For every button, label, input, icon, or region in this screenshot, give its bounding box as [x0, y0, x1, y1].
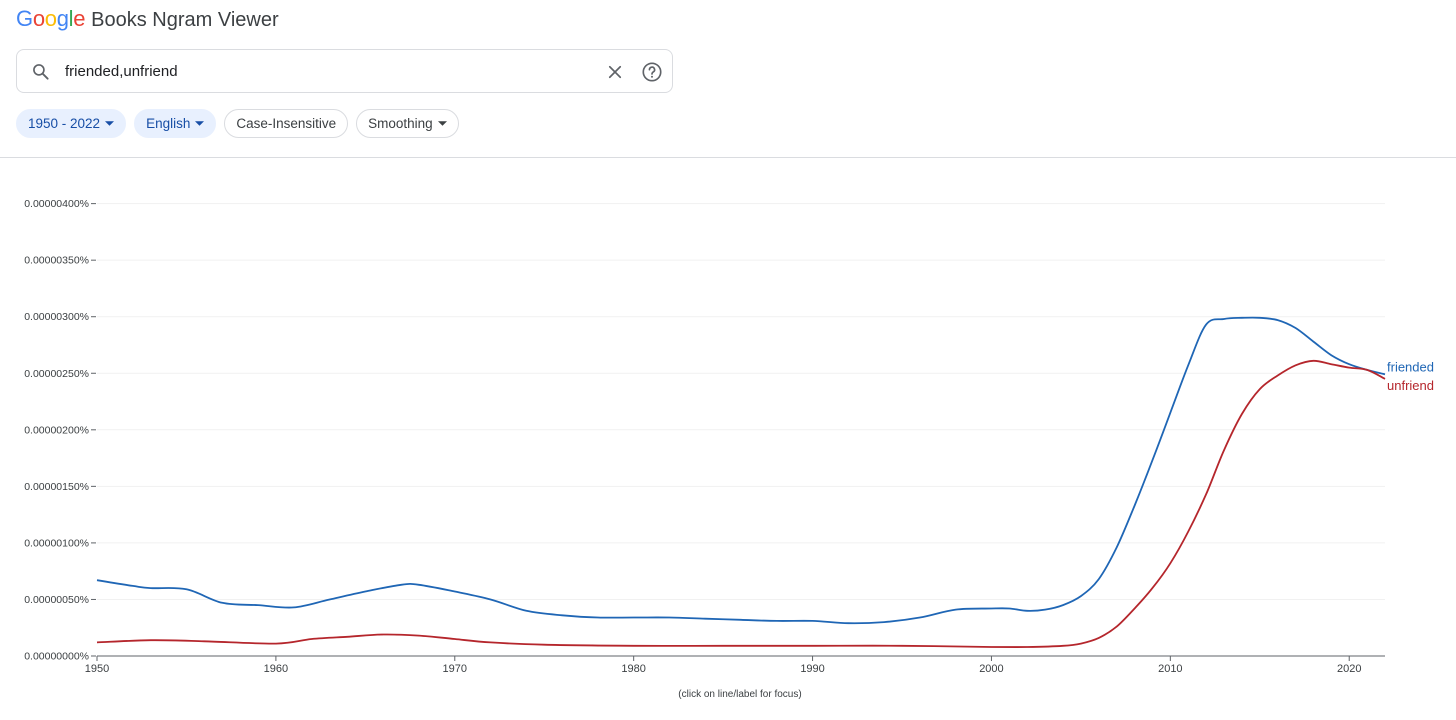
case-insensitive-label: Case-Insensitive — [236, 116, 337, 131]
ngram-chart: 0.00000000% 0.00000050% 0.00000100% 0.00000… — [24, 198, 1434, 700]
corpus-label: English — [146, 116, 191, 131]
chart-note: (click on line/label for focus) — [678, 689, 801, 700]
logo-letter: o — [44, 6, 57, 31]
x-tick-label: 1970 — [443, 663, 467, 675]
series-line-unfriend[interactable] — [96, 359, 1386, 648]
y-tick-label: 0.00000200% — [24, 424, 89, 436]
y-tick-label: 0.00000050% — [24, 594, 89, 606]
app-title: Books Ngram Viewer — [91, 9, 279, 31]
x-tick-label: 2020 — [1337, 663, 1361, 675]
x-tick-label: 1980 — [621, 663, 645, 675]
y-tick-label: 0.00000100% — [24, 537, 89, 549]
search-icon[interactable] — [31, 62, 51, 82]
series-label-friended[interactable]: friended — [1387, 359, 1434, 374]
year-range-label: 1950 - 2022 — [28, 116, 101, 131]
y-tick-label: 0.00000150% — [24, 481, 89, 493]
caret-down-icon — [105, 121, 115, 126]
x-tick-label: 1990 — [800, 663, 824, 675]
smoothing-label: Smoothing — [368, 116, 433, 131]
filter-chips: 1950 - 2022 English Case-Insensitive Smo… — [16, 109, 459, 138]
x-tick-label: 2000 — [979, 663, 1003, 675]
google-logo[interactable]: Google — [16, 6, 85, 32]
x-tick-label: 1960 — [264, 663, 288, 675]
series-label-unfriend[interactable]: unfriend — [1387, 378, 1434, 393]
smoothing-dropdown[interactable]: Smoothing — [356, 109, 459, 138]
header-divider — [0, 157, 1456, 158]
x-axis: 1950 1960 1970 1980 1990 2000 2010 2020 — [85, 655, 1385, 675]
corpus-dropdown[interactable]: English — [134, 109, 217, 138]
case-insensitive-toggle[interactable]: Case-Insensitive — [224, 109, 349, 138]
y-tick-label: 0.00000000% — [24, 651, 89, 663]
logo-letter: e — [73, 6, 86, 31]
caret-down-icon — [437, 121, 447, 126]
y-tick-label: 0.00000250% — [24, 368, 89, 380]
x-tick-label: 2010 — [1158, 663, 1182, 675]
search-input[interactable] — [65, 58, 585, 84]
logo-letter: G — [16, 6, 33, 31]
search-box — [16, 49, 673, 93]
series-labels: friended unfriend — [1387, 359, 1434, 393]
x-tick-label: 1950 — [85, 663, 109, 675]
y-axis: 0.00000000% 0.00000050% 0.00000100% 0.00000… — [24, 198, 96, 663]
logo-letter: l — [68, 6, 74, 31]
help-icon[interactable] — [641, 61, 663, 83]
logo-letter: o — [32, 6, 45, 31]
header: Google Books Ngram Viewer — [16, 6, 279, 32]
grid-lines — [97, 203, 1385, 600]
y-tick-label: 0.00000300% — [24, 311, 89, 323]
y-tick-label: 0.00000350% — [24, 255, 89, 267]
series-lines — [96, 316, 1386, 648]
year-range-dropdown[interactable]: 1950 - 2022 — [16, 109, 127, 138]
caret-down-icon — [195, 121, 205, 126]
y-tick-label: 0.00000400% — [24, 198, 89, 210]
close-icon[interactable] — [606, 63, 624, 81]
logo-letter: g — [56, 6, 69, 31]
series-line-friended[interactable] — [96, 316, 1386, 625]
